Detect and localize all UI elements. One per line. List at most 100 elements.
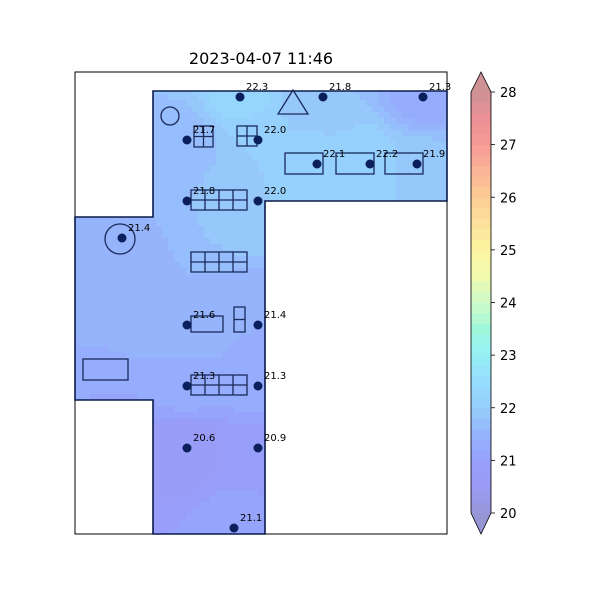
colorbar-tick-label: 27 xyxy=(500,139,517,154)
sensor-layer: 22.3 21.8 21.3 21.7 22.0 22.1 22.2 21.9 21.8 22.0… xyxy=(117,82,451,533)
floor-outline xyxy=(74,90,448,535)
sensor-label: 20.9 xyxy=(264,433,286,444)
colorbar-tick-label: 26 xyxy=(500,191,517,206)
sensor-label: 22.3 xyxy=(246,82,268,93)
sensor-point xyxy=(182,320,192,330)
colorbar-segment xyxy=(471,249,491,261)
sensor-label: 21.8 xyxy=(193,186,215,197)
sensor-point xyxy=(117,233,127,243)
colorbar-segment xyxy=(471,165,491,177)
colorbar-segment xyxy=(471,302,491,314)
sensor-label: 22.1 xyxy=(323,149,345,160)
colorbar-segment xyxy=(471,270,491,282)
colorbar-segment xyxy=(471,365,491,377)
sensor-label: 21.3 xyxy=(193,371,215,382)
colorbar-segment xyxy=(471,323,491,335)
sensor-label: 21.4 xyxy=(264,310,286,321)
colorbar-tick-label: 24 xyxy=(500,297,517,312)
sensor-label: 21.8 xyxy=(329,82,351,93)
sensor-label: 21.1 xyxy=(240,513,262,524)
sensor-point xyxy=(412,159,422,169)
colorbar-segment xyxy=(471,207,491,219)
colorbar-segment xyxy=(471,428,491,440)
colorbar-segment xyxy=(471,460,491,472)
sensor-label: 21.6 xyxy=(193,310,215,321)
colorbar-segment xyxy=(471,218,491,230)
sensor-point xyxy=(253,135,263,145)
desk-3 xyxy=(384,152,424,175)
colorbar-segment xyxy=(471,102,491,114)
colorbar: 20 21 22 23 24 25 26 27 28 xyxy=(470,71,517,535)
colorbar-segment xyxy=(471,418,491,430)
colorbar-tick-label: 28 xyxy=(500,86,517,101)
colorbar-segment xyxy=(471,134,491,146)
colorbar-segment xyxy=(471,144,491,156)
colorbar-extend-min xyxy=(471,513,491,534)
colorbar-extend-max xyxy=(471,72,491,92)
colorbar-segment xyxy=(471,186,491,198)
colorbar-segment xyxy=(471,386,491,398)
desk-5 xyxy=(82,358,129,381)
sensor-point xyxy=(253,381,263,391)
sensor-label: 22.0 xyxy=(264,186,286,197)
sensor-point xyxy=(365,159,375,169)
colorbar-tick-label: 25 xyxy=(500,244,517,259)
sensor-label: 21.3 xyxy=(264,371,286,382)
sensor-point xyxy=(253,320,263,330)
sensor-label: 21.7 xyxy=(193,125,215,136)
colorbar-segment xyxy=(471,502,491,514)
colorbar-segment xyxy=(471,123,491,135)
sensor-label: 21.9 xyxy=(423,149,445,160)
colorbar-segment xyxy=(471,344,491,356)
desk-row-2 xyxy=(190,251,248,273)
sensor-point xyxy=(182,381,192,391)
furniture-layer xyxy=(82,88,424,396)
round-table-icon xyxy=(160,106,180,126)
colorbar-segment xyxy=(471,228,491,240)
sensor-label: 21.3 xyxy=(429,82,451,93)
colorbar-segment xyxy=(471,92,491,103)
triangle-marker-icon xyxy=(276,88,310,115)
sensor-point xyxy=(418,92,428,102)
colorbar-tick-label: 23 xyxy=(500,349,517,364)
colorbar-segment xyxy=(471,291,491,303)
colorbar-segment xyxy=(471,260,491,272)
cabinet xyxy=(233,306,246,333)
sensor-point xyxy=(229,523,239,533)
desk-1 xyxy=(284,152,324,175)
colorbar-segment xyxy=(471,470,491,482)
colorbar-segment xyxy=(471,376,491,388)
colorbar-segment xyxy=(471,281,491,293)
colorbar-segment xyxy=(471,491,491,503)
colorbar-tick-label: 21 xyxy=(500,454,517,469)
sensor-point xyxy=(235,92,245,102)
colorbar-segment xyxy=(471,155,491,167)
colorbar-tick-label: 20 xyxy=(500,507,517,522)
colorbar-segment xyxy=(471,439,491,451)
sensor-label: 22.2 xyxy=(376,149,398,160)
colorbar-segment xyxy=(471,481,491,493)
colorbar-tick-label: 22 xyxy=(500,402,517,417)
colorbar-segment xyxy=(471,113,491,124)
sensor-point xyxy=(312,159,322,169)
sensor-point xyxy=(182,196,192,206)
sensor-point xyxy=(253,443,263,453)
sensor-label: 20.6 xyxy=(193,433,215,444)
colorbar-segment xyxy=(471,313,491,324)
colorbar-segment xyxy=(471,176,491,188)
sensor-point xyxy=(318,92,328,102)
colorbar-segment xyxy=(471,355,491,367)
sensor-point xyxy=(253,196,263,206)
colorbar-segment xyxy=(471,197,491,209)
colorbar-segment xyxy=(471,449,491,461)
colorbar-segment xyxy=(471,239,491,251)
round-table-large-icon xyxy=(104,223,136,255)
desk-cluster-1 xyxy=(193,125,214,148)
sensor-point xyxy=(182,443,192,453)
sensor-label: 21.4 xyxy=(128,223,150,234)
colorbar-segment xyxy=(471,407,491,419)
sensor-label: 22.0 xyxy=(264,125,286,136)
sensor-point xyxy=(182,135,192,145)
